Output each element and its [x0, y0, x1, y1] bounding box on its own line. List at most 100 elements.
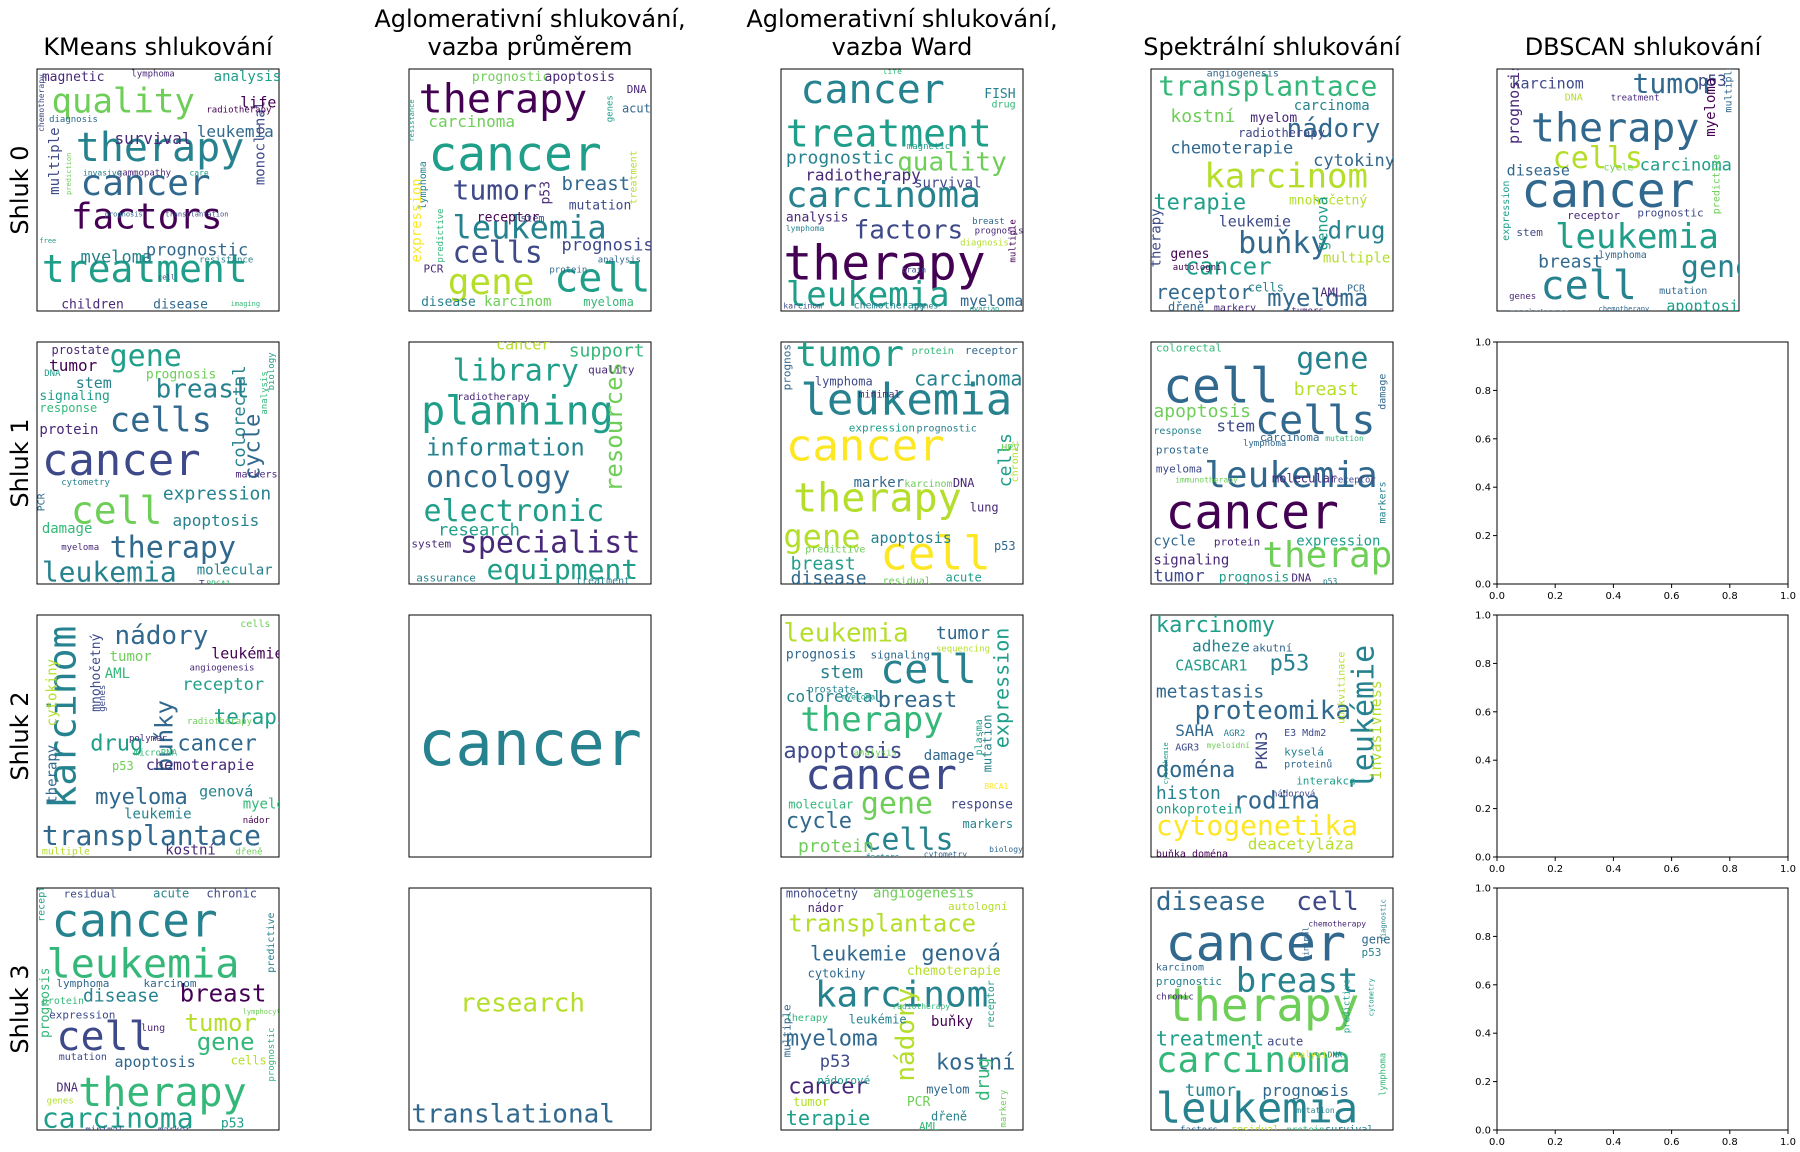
- cloud-word: DNA: [1328, 1050, 1343, 1059]
- cloud-word: dřeně: [235, 848, 262, 858]
- cloud-word: prognosis: [38, 968, 53, 1038]
- cloud-word: disease: [153, 298, 208, 313]
- cloud-word: cell: [56, 1014, 152, 1060]
- cloud-word: apoptosis: [1153, 401, 1251, 422]
- cloud-word: buňky: [931, 1014, 973, 1030]
- cloud-word: marker: [158, 1125, 191, 1135]
- cloud-word: p53: [1698, 71, 1727, 90]
- cloud-word: immunotherapy: [1175, 475, 1238, 484]
- cloud-word: akutní: [1253, 641, 1293, 654]
- cloud-word: diagnosis: [960, 239, 1009, 249]
- cloud-word: equipment: [486, 553, 638, 586]
- cloud-word: mutation: [1296, 1106, 1335, 1115]
- cloud-word: AGR2: [1224, 729, 1246, 739]
- cloud-word: tumor: [936, 623, 990, 644]
- cloud-word: carcinoma: [914, 367, 1022, 391]
- y-tick-label: 1.0: [1475, 611, 1491, 622]
- cloud-word: cancer: [1185, 253, 1272, 281]
- cloud-word: therapy: [419, 77, 588, 123]
- cloud-word: drug: [1328, 216, 1386, 244]
- cloud-word: autologní: [948, 900, 1008, 913]
- cloud-word: tumors: [1291, 306, 1324, 316]
- cloud-word: stem: [1516, 226, 1543, 239]
- cloud-word: ubikvitinace: [1337, 652, 1348, 724]
- cloud-word: prognostic: [267, 1027, 277, 1081]
- cloud-word: prognosis: [561, 236, 653, 256]
- x-tick-label: 0.4: [1605, 1137, 1621, 1148]
- cloud-word: adheze: [1192, 636, 1250, 655]
- cloud-word: myeloma: [1703, 78, 1719, 137]
- cloud-word: leukemie: [124, 806, 191, 822]
- cloud-word: karcinom: [783, 302, 822, 311]
- cloud-word: mutation: [105, 582, 148, 592]
- cloud-word: resistance: [408, 99, 416, 141]
- wordcloud-frame: [36, 614, 280, 858]
- cloud-word: gammopathy: [117, 168, 172, 178]
- cloud-word: myeloma: [583, 295, 634, 309]
- wordcloud-frame: [780, 614, 1024, 858]
- cloud-word: lymphoma: [56, 977, 109, 990]
- wordcloud-frame: [1496, 68, 1740, 312]
- cloud-word: terapie: [214, 705, 303, 729]
- cloud-word: cells: [995, 433, 1016, 487]
- cloud-word: radiotherapy: [187, 717, 253, 727]
- cloud-word: mutation: [1659, 286, 1707, 297]
- cloud-word: diagnostic: [1380, 899, 1388, 941]
- cloud-word: myeloma: [61, 543, 99, 553]
- wordcloud-words: proteomika cytogenetika leukémie rodina domé…: [1156, 615, 1385, 857]
- cloud-word: invasivness: [1367, 680, 1385, 779]
- cloud-word: imaging: [231, 300, 261, 308]
- cloud-word: nádory: [114, 621, 208, 651]
- cloud-word: markery: [999, 1089, 1009, 1128]
- cloud-word: transplantace: [42, 819, 261, 852]
- cloud-word: predictive: [436, 208, 446, 262]
- cloud-word: karcinom: [1512, 74, 1584, 92]
- cloud-word: deacetyláza: [1248, 835, 1354, 854]
- cloud-word: gene: [783, 518, 860, 556]
- cloud-word: information: [426, 434, 585, 462]
- x-tick-label: 0.8: [1722, 864, 1738, 875]
- cloud-word: predictive: [266, 912, 277, 972]
- column-title-2-line-1: vazba Ward: [832, 33, 973, 61]
- cloud-word: cytokiny: [1313, 151, 1395, 171]
- cloud-word: carcinoma: [1156, 1040, 1351, 1081]
- cloud-word: disease: [83, 986, 159, 1007]
- cloud-word: myeloma: [1156, 463, 1202, 476]
- cloud-word: therapy: [1531, 106, 1700, 152]
- wordcloud-frame: [1150, 68, 1394, 312]
- cloud-word: cancer: [1166, 915, 1347, 973]
- cloud-word: cancer: [177, 732, 256, 757]
- cloud-word: monoclonal: [252, 101, 268, 185]
- cloud-word: proteomika: [1195, 696, 1352, 726]
- cloud-word: prognostic: [146, 240, 248, 260]
- cloud-word: damage: [924, 748, 975, 764]
- cloud-word: microRNA: [134, 748, 178, 758]
- cloud-word: receptor: [986, 980, 997, 1028]
- x-tick-label: 1.0: [1780, 864, 1796, 875]
- cloud-word: tumor: [49, 356, 98, 375]
- cloud-word: acute: [946, 571, 982, 585]
- row-label-0: Shluk 0: [6, 145, 34, 234]
- cloud-word: DNA: [627, 83, 647, 96]
- cloud-word: gene: [110, 339, 182, 374]
- cloud-word: cell: [880, 526, 991, 580]
- cloud-word: radiotherapy: [206, 106, 272, 116]
- cloud-word: signaling: [1153, 553, 1229, 569]
- cloud-word: diagnosis: [49, 115, 98, 125]
- cloud-word: DNA: [1291, 572, 1311, 585]
- cloud-word: prognostic: [1156, 975, 1222, 988]
- cloud-word: lymphoma: [131, 69, 174, 79]
- cloud-word: cells: [863, 823, 953, 858]
- y-tick-label: 0.2: [1475, 531, 1491, 542]
- cloud-word: cells: [231, 1054, 267, 1068]
- cloud-word: cycle: [241, 414, 266, 480]
- wordcloud-words: cancer: [418, 707, 642, 780]
- cloud-word: cancer: [800, 67, 945, 113]
- cloud-word: PCR: [424, 262, 444, 275]
- cloud-word: chemotherapy: [37, 74, 46, 132]
- cloud-word: angiogenesis: [189, 664, 254, 674]
